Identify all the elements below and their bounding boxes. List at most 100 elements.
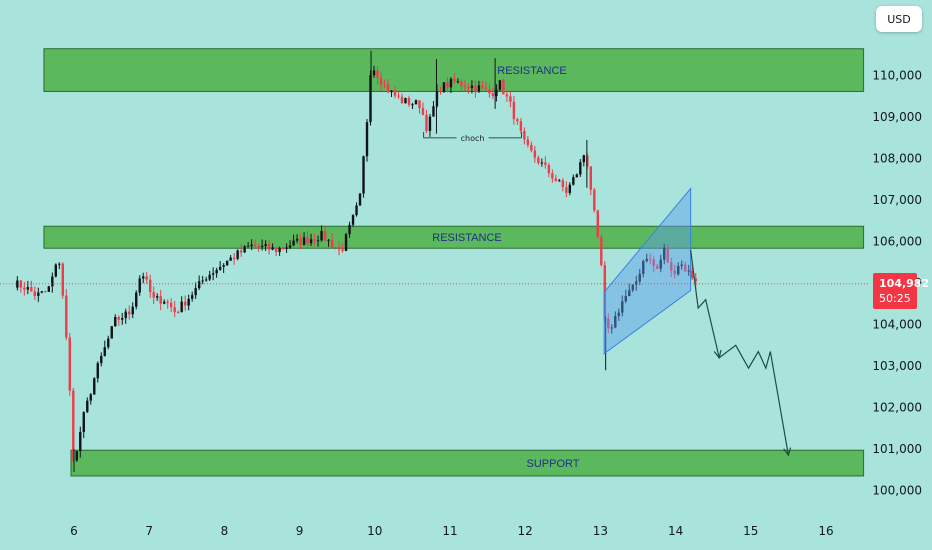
candle-body [334,247,337,249]
zone-box-1 [43,225,865,249]
candle-body [453,78,456,82]
candle-body [253,244,257,247]
candle-body [348,224,351,235]
candle-body [264,244,267,246]
candle-body [201,280,204,282]
currency-button[interactable]: USD [876,6,922,32]
candle-body [386,84,390,93]
candle-body [498,80,502,90]
candle-body [575,174,579,178]
candle-body [411,104,414,106]
candle-body [621,301,624,313]
candle-body [456,81,460,83]
zones-layer: RESISTANCE RESISTANCE SUPPORT [43,48,865,477]
candle-body [488,89,491,94]
candle-body [211,273,215,275]
candle-body [680,264,683,267]
candle-body [530,144,533,151]
candle-body [554,178,558,181]
candle-body [250,244,253,247]
candle-body [414,100,418,105]
candle-body [526,139,530,145]
candle-body [138,278,141,293]
y-tick-label: 107,000 [872,193,922,207]
candle-body [582,155,586,163]
candle-body [512,101,516,120]
choch-label-bg [456,131,489,144]
candle-body [600,237,603,266]
candle-body [593,189,596,211]
y-tick-label: 100,000 [872,483,922,497]
candle-body [649,258,652,260]
candle-body [484,87,488,90]
candle-body [449,78,453,88]
candle-body [481,85,484,88]
candle-body [617,312,620,316]
candle-body [383,84,386,86]
candle-body [404,98,407,104]
candle-body [299,238,302,245]
candle-body [107,338,110,348]
candle-body [407,98,411,105]
candle-body [663,247,666,260]
bear-channel [603,187,692,355]
projection-arrow-end [783,447,792,457]
overlay-layer: choch [0,131,870,457]
candle-body [194,288,197,296]
candle-body [183,301,187,306]
candle-body [225,260,229,266]
candle-body [274,247,278,253]
candle-body [666,247,669,263]
x-tick-label: 14 [668,524,683,538]
candle-body [596,210,600,238]
candle-body [393,90,397,96]
candle-body [561,180,565,188]
candle-body [397,95,400,97]
candle-body [246,246,250,248]
candle-body [190,295,194,299]
candle-body [337,247,341,250]
candle-body [68,337,71,391]
candle-body [432,106,435,117]
channel-layer [603,187,692,355]
candle-body [421,108,425,115]
candle-body [110,326,113,339]
candle-body [278,248,281,253]
candle-body [23,287,26,290]
candle-body [124,311,127,319]
candle-body [100,356,103,364]
candle-body [218,266,222,270]
candle-body [51,276,54,287]
candle-body [670,262,673,271]
candle-body [16,280,19,288]
candle-body [673,270,676,275]
candle-body [40,291,44,293]
candle-body [418,100,421,109]
candle-body [166,301,169,303]
candle-body [215,269,218,274]
candle-body [103,347,106,357]
candle-body [638,273,641,282]
candle-body [474,85,477,92]
candle-body [425,114,428,131]
candle-body [362,156,365,194]
candle-body [470,85,474,89]
candle-body [540,162,544,164]
candle-body [509,96,512,102]
candle-body [47,286,51,292]
candle-body [54,264,58,277]
candle-body [79,431,82,452]
candle-body [694,277,697,282]
y-tick-label: 108,000 [872,152,922,166]
candle-body [128,311,131,315]
candle-body [652,259,655,266]
candle-body [320,231,323,241]
candle-body [677,266,680,275]
x-tick-label: 10 [367,524,382,538]
candle-body [65,295,68,338]
candle-body [89,394,92,401]
candle-body [400,96,404,104]
y-tick-label: 102,000 [872,401,922,415]
candle-body [589,166,593,190]
candle-body [379,77,383,85]
